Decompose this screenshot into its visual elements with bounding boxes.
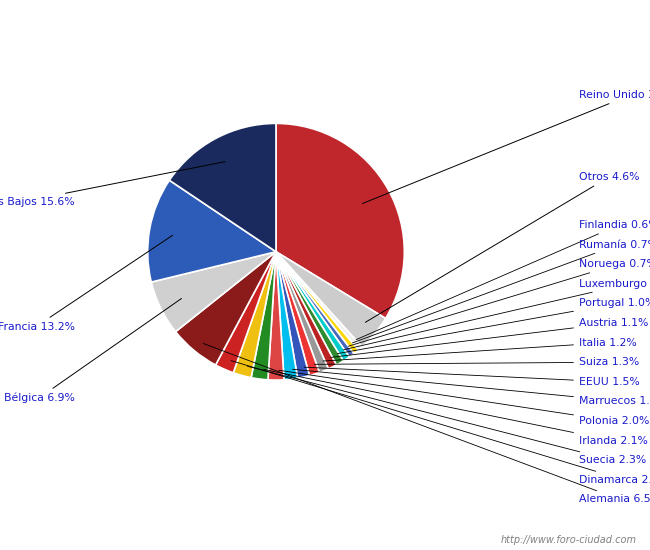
Wedge shape xyxy=(276,252,350,361)
Text: EEUU 1.5%: EEUU 1.5% xyxy=(304,367,640,387)
Wedge shape xyxy=(176,252,276,365)
Text: Reino Unido 33.7%: Reino Unido 33.7% xyxy=(363,90,650,204)
Text: Alemania 6.5%: Alemania 6.5% xyxy=(203,343,650,504)
Wedge shape xyxy=(268,252,284,380)
Wedge shape xyxy=(276,252,298,380)
Text: Irlanda 2.1%: Irlanda 2.1% xyxy=(263,370,648,446)
Text: Portugal 1.0%: Portugal 1.0% xyxy=(337,299,650,354)
Wedge shape xyxy=(251,252,276,380)
Wedge shape xyxy=(276,123,404,318)
Wedge shape xyxy=(276,252,337,369)
Text: Otros 4.6%: Otros 4.6% xyxy=(365,172,640,322)
Wedge shape xyxy=(151,252,276,332)
Text: Polonia 2.0%: Polonia 2.0% xyxy=(279,370,649,426)
Wedge shape xyxy=(233,252,276,378)
Text: Finlandia 0.6%: Finlandia 0.6% xyxy=(356,220,650,340)
Wedge shape xyxy=(276,252,328,372)
Wedge shape xyxy=(148,180,276,282)
Text: Suecia 2.3%: Suecia 2.3% xyxy=(248,366,646,465)
Wedge shape xyxy=(216,252,276,373)
Wedge shape xyxy=(276,252,358,354)
Wedge shape xyxy=(276,252,354,357)
Text: Rumanía 0.7%: Rumanía 0.7% xyxy=(352,240,650,343)
Text: http://www.foro-ciudad.com: http://www.foro-ciudad.com xyxy=(501,535,637,544)
Text: Dinamarca 2.4%: Dinamarca 2.4% xyxy=(231,361,650,485)
Text: Luxemburgo 0.9%: Luxemburgo 0.9% xyxy=(343,279,650,350)
Text: Alhaurín el Grande - Turistas extranjeros según país - Agosto de 2024: Alhaurín el Grande - Turistas extranjero… xyxy=(78,16,572,31)
Text: Austria 1.1%: Austria 1.1% xyxy=(331,318,648,358)
Wedge shape xyxy=(276,252,343,365)
Text: Suiza 1.3%: Suiza 1.3% xyxy=(314,358,639,367)
Text: Marruecos 1.7%: Marruecos 1.7% xyxy=(292,369,650,406)
Wedge shape xyxy=(276,252,362,350)
Wedge shape xyxy=(276,252,385,347)
Text: Noruega 0.7%: Noruega 0.7% xyxy=(348,259,650,346)
Text: Países Bajos 15.6%: Países Bajos 15.6% xyxy=(0,162,225,207)
Text: Bélgica 6.9%: Bélgica 6.9% xyxy=(4,299,181,403)
Wedge shape xyxy=(170,123,276,252)
Wedge shape xyxy=(276,252,319,376)
Text: Francia 13.2%: Francia 13.2% xyxy=(0,235,173,332)
Text: Italia 1.2%: Italia 1.2% xyxy=(323,338,637,361)
Wedge shape xyxy=(276,252,309,378)
